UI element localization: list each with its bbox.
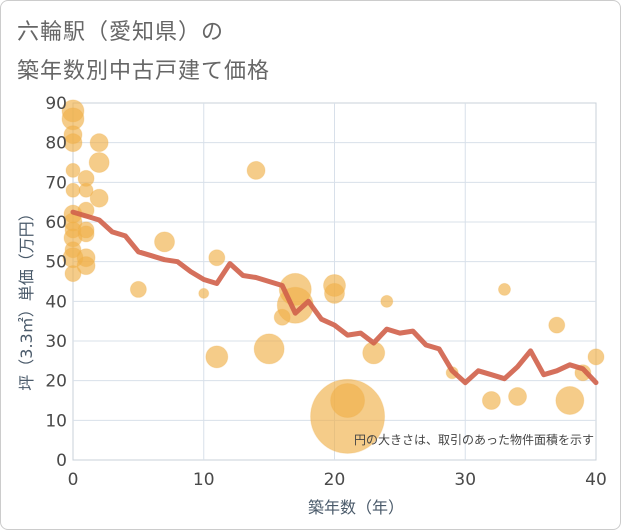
x-tick-label: 30 bbox=[454, 470, 476, 490]
data-bubble bbox=[154, 231, 176, 253]
y-tick-label: 80 bbox=[45, 134, 67, 154]
data-bubble bbox=[88, 152, 110, 173]
data-bubble bbox=[497, 282, 511, 296]
data-bubble bbox=[508, 387, 528, 407]
data-bubble bbox=[78, 182, 94, 198]
y-tick-label: 90 bbox=[45, 94, 67, 114]
size-note: 円の大きさは、取引のあった物件面積を示す bbox=[354, 432, 594, 447]
tick-labels: 0 10 20 30 40 50 60 70 80 90 0 10 20 30 40 bbox=[45, 94, 606, 490]
y-tick-label: 50 bbox=[45, 253, 67, 273]
data-bubble bbox=[63, 133, 83, 153]
y-tick-label: 10 bbox=[45, 411, 67, 431]
data-bubble bbox=[208, 249, 226, 267]
data-bubble bbox=[89, 133, 109, 153]
bubble-layer bbox=[61, 99, 605, 454]
data-bubble bbox=[246, 160, 266, 180]
data-bubble bbox=[324, 282, 345, 304]
chart-title-line1: 六輪駅（愛知県）の bbox=[17, 20, 225, 45]
data-bubble bbox=[89, 188, 109, 208]
data-bubble bbox=[65, 162, 81, 178]
series-line bbox=[70, 209, 599, 386]
x-tick-label: 20 bbox=[324, 470, 346, 490]
chart-title-line2: 築年数別中古戸建て価格 bbox=[17, 59, 271, 84]
data-bubble bbox=[65, 182, 81, 198]
data-bubble bbox=[198, 287, 210, 299]
data-bubble bbox=[77, 225, 95, 243]
data-bubble bbox=[380, 294, 394, 308]
y-axis-label: 坪（3.3㎡）単価（万円） bbox=[17, 205, 36, 390]
x-axis-label: 築年数（年） bbox=[308, 498, 404, 517]
data-bubble bbox=[64, 265, 82, 283]
data-bubble bbox=[330, 383, 366, 418]
data-bubble bbox=[555, 386, 585, 415]
x-tick-label: 40 bbox=[585, 470, 607, 490]
data-bubble bbox=[276, 286, 314, 324]
data-bubble bbox=[548, 316, 566, 334]
x-tick-label: 10 bbox=[193, 470, 215, 490]
data-bubble bbox=[205, 345, 229, 369]
data-bubble bbox=[129, 280, 147, 298]
y-tick-label: 0 bbox=[56, 451, 67, 471]
y-tick-label: 30 bbox=[45, 332, 67, 352]
y-tick-label: 60 bbox=[45, 213, 67, 233]
data-bubble bbox=[76, 256, 96, 276]
y-tick-label: 70 bbox=[45, 173, 67, 193]
data-bubble bbox=[587, 348, 605, 366]
y-tick-label: 20 bbox=[45, 372, 67, 392]
data-bubble bbox=[481, 391, 501, 410]
trend-line-layer bbox=[70, 209, 599, 386]
y-tick-label: 40 bbox=[45, 292, 67, 312]
data-bubble bbox=[253, 333, 285, 365]
x-tick-label: 0 bbox=[68, 470, 79, 490]
